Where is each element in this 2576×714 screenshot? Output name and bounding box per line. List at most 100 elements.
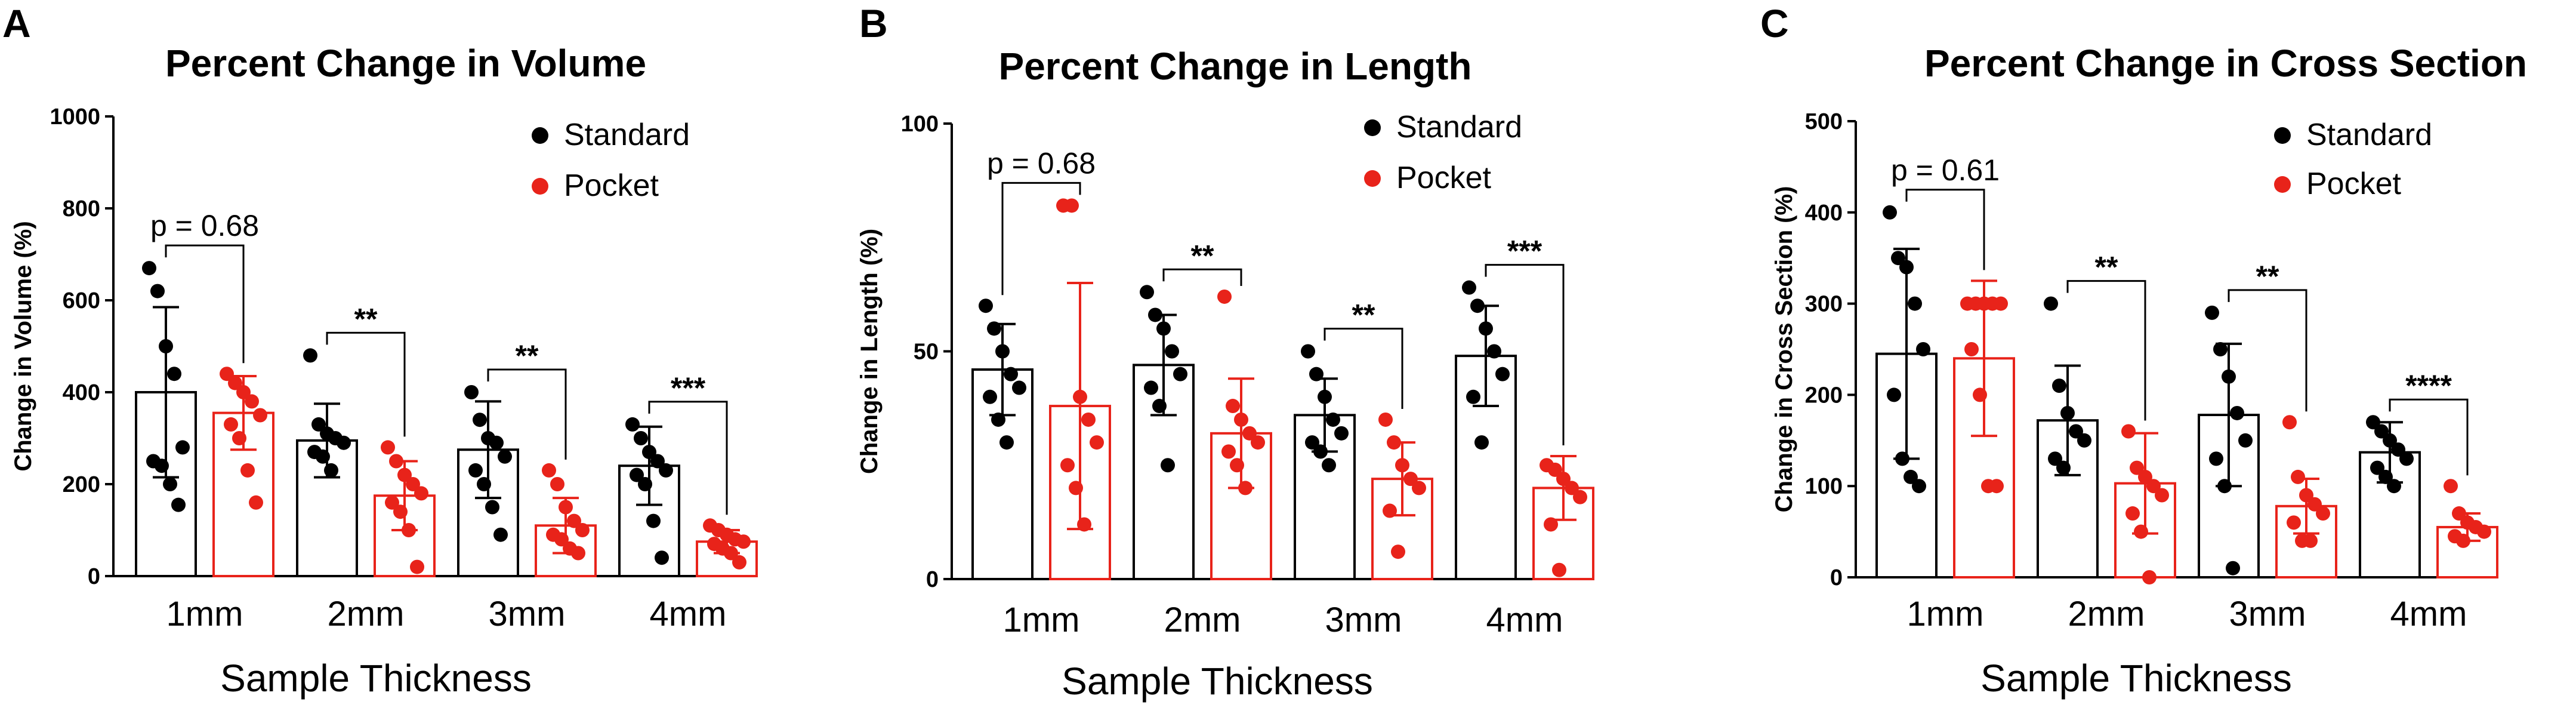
data-point-standard <box>159 339 173 353</box>
legend-label: Standard <box>2306 118 2432 152</box>
data-point-standard <box>155 458 169 473</box>
data-point-pocket <box>1573 490 1587 504</box>
data-point-pocket <box>2155 488 2169 503</box>
data-point-standard <box>2056 460 2071 475</box>
data-point-standard <box>646 513 661 528</box>
data-point-pocket <box>240 463 255 478</box>
legend: Standard Pocket <box>1364 110 1522 195</box>
significance-bracket <box>165 244 245 364</box>
significance-stars: *** <box>1507 235 1542 268</box>
legend-label: Pocket <box>1396 161 1492 195</box>
data-point-standard <box>303 348 317 363</box>
data-point-pocket <box>2146 479 2161 494</box>
data-point-standard <box>2378 469 2393 484</box>
data-point-standard <box>485 500 499 515</box>
data-point-standard <box>1895 451 1909 466</box>
significance-stars: ** <box>354 302 378 336</box>
x-tick-label: 1mm <box>1907 595 1984 633</box>
data-point-pocket <box>1081 412 1096 427</box>
data-point-standard <box>634 431 648 445</box>
data-point-pocket <box>1383 503 1397 518</box>
significance-bracket <box>1485 264 1565 445</box>
data-point-standard <box>150 284 165 298</box>
data-point-standard <box>1152 399 1167 414</box>
data-point-pocket <box>2477 524 2491 539</box>
data-point-standard <box>1313 444 1328 459</box>
x-tick-label: 1mm <box>1003 601 1080 639</box>
data-point-pocket <box>406 477 420 491</box>
data-point-pocket <box>1544 517 1558 532</box>
data-point-standard <box>1883 205 1897 220</box>
y-tick-label: 200 <box>1805 383 1843 408</box>
data-point-pocket <box>736 534 751 549</box>
data-point-pocket <box>1069 481 1083 496</box>
data-point-pocket <box>224 417 238 432</box>
data-point-standard <box>477 477 491 491</box>
data-point-standard <box>2069 424 2083 439</box>
legend-marker-standard <box>532 127 548 144</box>
data-point-pocket <box>2291 469 2305 484</box>
data-point-pocket <box>550 477 564 491</box>
x-tick-label: 4mm <box>1486 601 1563 639</box>
panel-a: A Percent Change in Volume 0 200 400 600 800 10… <box>2 1 758 700</box>
data-point-pocket <box>2134 524 2148 539</box>
legend-label: Standard <box>564 118 690 152</box>
data-point-pocket <box>389 454 403 469</box>
data-point-pocket <box>1395 458 1409 473</box>
data-point-pocket <box>554 532 569 547</box>
significance-bracket <box>648 401 728 515</box>
legend-marker-standard <box>2274 127 2291 144</box>
y-axis-label: Change in Length (%) <box>856 229 883 474</box>
x-axis-label: Sample Thickness <box>220 657 532 700</box>
data-point-pocket <box>253 408 267 423</box>
y-axis-label: Change in Cross Section (%) <box>1771 186 1797 513</box>
y-tick-label: 0 <box>926 567 939 592</box>
data-point-standard <box>473 413 487 427</box>
y-tick-label: 400 <box>63 380 100 405</box>
data-point-standard <box>1462 280 1476 295</box>
data-point-standard <box>1301 344 1315 359</box>
data-point-standard <box>2217 479 2232 494</box>
significance-bracket <box>1324 328 1403 409</box>
data-point-standard <box>2077 433 2091 448</box>
data-point-pocket <box>1230 458 1244 473</box>
data-point-standard <box>2370 460 2384 475</box>
data-point-standard <box>1173 367 1187 381</box>
data-point-pocket <box>1251 435 1265 450</box>
x-tick-label: 2mm <box>2068 595 2145 633</box>
data-point-pocket <box>2456 533 2470 548</box>
data-point-pocket <box>1073 389 1087 404</box>
p-value-label: p = 0.68 <box>150 209 259 242</box>
significance-bracket <box>2389 398 2469 476</box>
chart-title: Percent Change in Cross Section <box>1924 42 2527 85</box>
data-point-pocket <box>1378 412 1393 427</box>
significance-stars: ** <box>2256 260 2279 293</box>
panel-letter: A <box>2 1 31 45</box>
data-point-standard <box>2387 479 2401 494</box>
y-tick-label: 0 <box>1830 565 1843 590</box>
data-point-pocket <box>1994 296 2008 311</box>
data-point-standard <box>995 344 1010 359</box>
data-point-pocket <box>1065 198 1079 213</box>
data-point-pocket <box>1973 387 1987 402</box>
data-point-standard <box>642 445 656 460</box>
x-tick-label: 3mm <box>2229 595 2306 633</box>
data-point-standard <box>2399 451 2414 466</box>
significance-bracket <box>1162 268 1242 286</box>
data-point-standard <box>983 389 997 404</box>
data-point-pocket <box>1234 412 1248 427</box>
x-axis-label: Sample Thickness <box>1062 660 1373 703</box>
significance-stars: *** <box>671 371 706 405</box>
data-point-pocket <box>1548 462 1562 477</box>
data-point-standard <box>1908 296 1922 311</box>
data-point-pocket <box>410 559 424 574</box>
data-point-standard <box>1161 458 1175 473</box>
x-tick-label: 3mm <box>489 595 566 633</box>
data-point-pocket <box>559 500 573 515</box>
data-point-standard <box>498 449 512 464</box>
panel-c: C Percent Change in Cross Section 0 100 200 3… <box>1760 1 2527 700</box>
data-point-standard <box>2226 561 2240 575</box>
data-point-pocket <box>567 513 581 528</box>
y-tick-label: 500 <box>1805 109 1843 134</box>
